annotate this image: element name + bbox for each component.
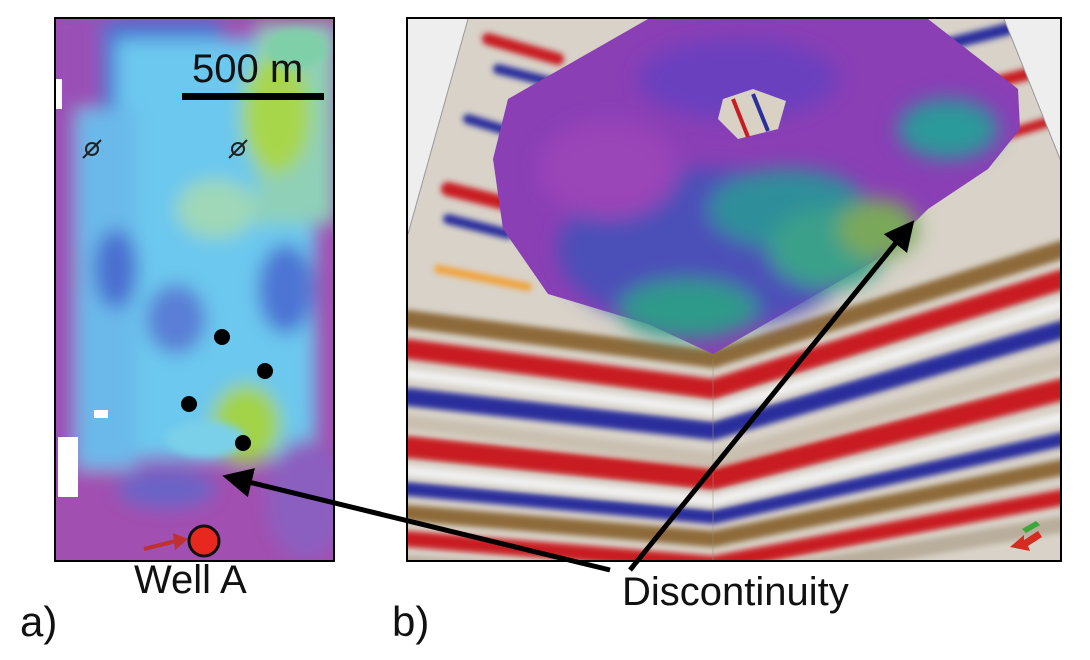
scale-bar [182,93,324,100]
well-symbol-icon [82,139,102,159]
attribute-map [56,19,333,560]
scale-bar-label: 500 m [192,47,304,91]
well-dot [181,396,197,412]
seismic-volume [408,19,1060,560]
well-dot [214,329,230,345]
well-symbol-icon [228,139,248,159]
well-dot [235,435,251,451]
discontinuity-label: Discontinuity [622,570,849,614]
well-pointer-arrow [143,533,188,551]
well-a-label: Well A [134,558,247,602]
arrow-to-map [222,468,611,573]
arrow-to-seismic [628,220,915,572]
seismic-3d-panel [406,17,1062,562]
panel-b-label: b) [392,598,430,645]
well-a-marker [187,524,221,558]
orientation-arrow-icon [1010,521,1042,551]
attribute-map-panel: 500 m [54,17,335,562]
well-dot [257,363,273,379]
panel-a-label: a) [20,598,58,645]
